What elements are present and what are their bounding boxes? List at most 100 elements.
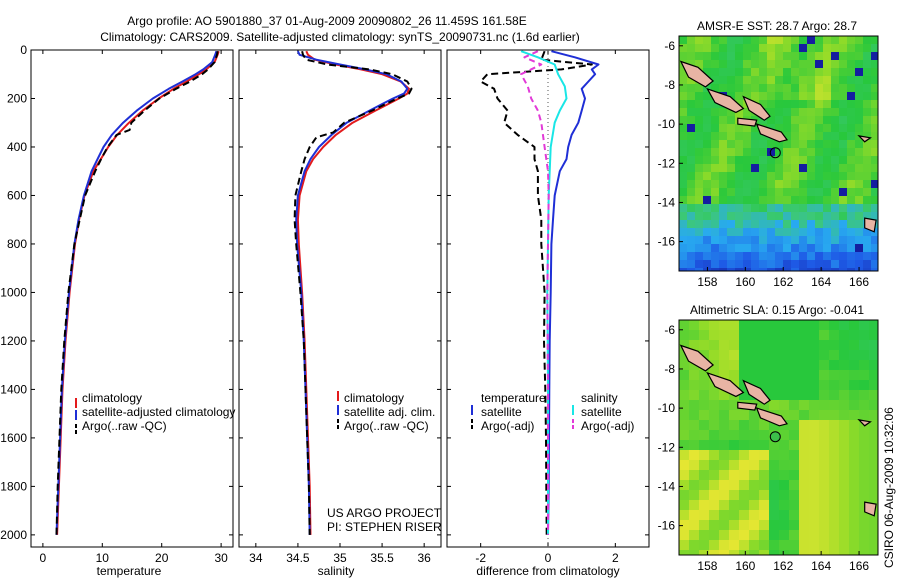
sst-cell [743, 244, 752, 253]
sla-cell [789, 350, 800, 361]
sst-cell [703, 44, 712, 53]
sst-cell [751, 156, 760, 165]
sst-cell [783, 76, 792, 85]
sla-cell [709, 480, 720, 491]
sst-cell [823, 44, 832, 53]
sla-cell [839, 510, 850, 521]
sst-cell [863, 196, 872, 205]
sst-cell [871, 36, 878, 45]
sst-cell [807, 140, 816, 149]
sst-cell [775, 84, 784, 93]
sst-cell [711, 172, 720, 181]
sst-cell [799, 204, 808, 213]
sst-cell [823, 92, 832, 101]
sst-cell [767, 108, 776, 117]
sst-cell [831, 36, 840, 45]
sst-cell [679, 108, 688, 117]
y-tick-label: 1800 [0, 479, 27, 493]
sla-cell [699, 480, 710, 491]
sst-cell [679, 260, 688, 269]
sst-cell [767, 164, 776, 173]
sla-cell [739, 390, 750, 401]
sst-cell [831, 100, 840, 109]
sst-cell [695, 148, 704, 157]
sst-cell [735, 108, 744, 117]
sst-cell [679, 236, 688, 245]
map-x-tick-label: 162 [773, 559, 793, 573]
sla-cell [819, 360, 830, 371]
sla-cell [769, 330, 780, 341]
sst-cell [855, 68, 864, 77]
sla-cell [729, 350, 740, 361]
sst-cell [783, 188, 792, 197]
sst-cell [871, 172, 878, 181]
sst-cell [863, 84, 872, 93]
sst-cell [839, 188, 848, 197]
sst-cell [687, 236, 696, 245]
sst-cell [815, 60, 824, 69]
sst-cell [775, 100, 784, 109]
y-tick-label: 2000 [0, 528, 27, 542]
sla-cell [849, 520, 860, 531]
sst-cell [743, 132, 752, 141]
sst-cell [831, 44, 840, 53]
sla-cell [869, 360, 878, 371]
sla-cell [859, 360, 870, 371]
y-tick-label: 0 [20, 43, 27, 57]
sla-cell [689, 360, 700, 371]
sla-cell [829, 390, 840, 401]
sst-cell [743, 52, 752, 61]
sst-cell [743, 164, 752, 173]
sst-cell [719, 76, 728, 85]
sla-cell [749, 550, 760, 555]
sst-cell [751, 60, 760, 69]
sst-cell [863, 116, 872, 125]
sst-cell [687, 268, 696, 271]
sst-cell [767, 172, 776, 181]
sla-cell [769, 460, 780, 471]
sst-cell [847, 196, 856, 205]
sst-cell [727, 52, 736, 61]
sst-cell [839, 156, 848, 165]
sst-cell [751, 76, 760, 85]
sst-cell [751, 140, 760, 149]
sla-cell [679, 480, 690, 491]
sst-cell [727, 268, 736, 271]
sst-cell [847, 108, 856, 117]
sst-cell [855, 52, 864, 61]
sla-cell [869, 370, 878, 381]
sla-cell [779, 320, 790, 331]
sla-cell [749, 350, 760, 361]
sla-cell [859, 440, 870, 451]
x-tick-label: -2 [475, 551, 486, 565]
sst-cell [839, 204, 848, 213]
sst-cell [727, 228, 736, 237]
temperature-xlabel: temperature [97, 564, 162, 578]
sst-cell [703, 260, 712, 269]
sla-cell [699, 460, 710, 471]
sst-cell [799, 260, 808, 269]
sla-cell [789, 430, 800, 441]
sla-cell [729, 450, 740, 461]
sst-cell [679, 268, 688, 271]
sst-cell [815, 260, 824, 269]
sla-cell [869, 550, 878, 555]
sst-cell [687, 108, 696, 117]
sst-cell [863, 244, 872, 253]
sla-cell [739, 360, 750, 371]
sla-cell [749, 450, 760, 461]
sla-cell [829, 470, 840, 481]
sst-cell [847, 236, 856, 245]
sla-cell [719, 420, 730, 431]
sst-cell [783, 116, 792, 125]
sla-cell [719, 410, 730, 421]
sst-cell [767, 252, 776, 261]
sla-cell [859, 370, 870, 381]
sst-cell [791, 188, 800, 197]
sla-cell [779, 420, 790, 431]
sst-cell [703, 244, 712, 253]
sla-cell [799, 420, 810, 431]
sla-cell [739, 450, 750, 461]
sla-cell [749, 360, 760, 371]
sst-cell [775, 260, 784, 269]
